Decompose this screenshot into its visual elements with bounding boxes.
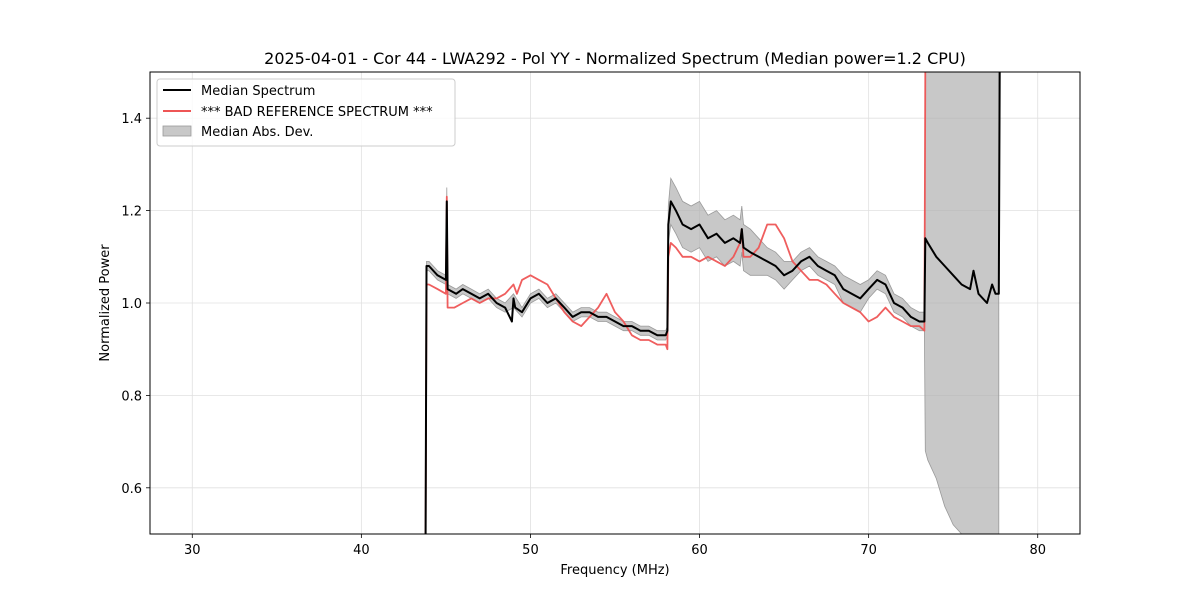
y-tick-label: 0.8 [121,389,142,404]
x-tick-label: 80 [1029,543,1046,558]
chart-title: 2025-04-01 - Cor 44 - LWA292 - Pol YY - … [264,49,966,68]
mad-band-layer [426,72,1000,534]
y-tick-label: 1.4 [121,112,142,127]
legend: Median Spectrum *** BAD REFERENCE SPECTR… [156,78,456,147]
x-tick-label: 30 [184,543,201,558]
legend-box [156,78,456,147]
y-tick-label: 1.0 [121,297,142,312]
x-tick-label: 50 [522,543,539,558]
x-tick-label: 70 [860,543,877,558]
series-layer [424,72,1001,534]
x-tick-label: 60 [691,543,708,558]
y-tick-label: 1.2 [121,205,142,220]
y-axis-ticks: 0.6 0.8 1.0 1.2 1.4 [121,112,150,497]
legend-label-mad: Median Abs. Dev. [201,125,313,140]
legend-label-median: Median Spectrum [201,84,315,99]
y-axis-label: Normalized Power [98,244,113,362]
legend-swatch-mad [162,125,192,137]
x-tick-label: 40 [353,543,370,558]
median-spectrum-line [424,72,1001,534]
y-tick-label: 0.6 [121,482,142,497]
legend-label-bad-reference: *** BAD REFERENCE SPECTRUM *** [201,105,433,120]
mad-band [426,72,1000,534]
x-axis-ticks: 30 40 50 60 70 80 [184,534,1046,558]
x-axis-label: Frequency (MHz) [560,563,669,578]
